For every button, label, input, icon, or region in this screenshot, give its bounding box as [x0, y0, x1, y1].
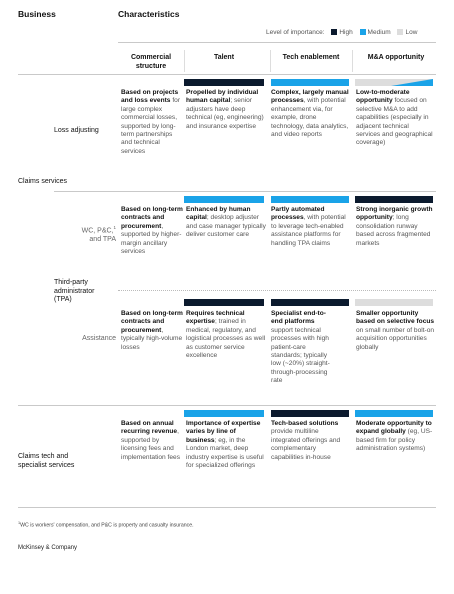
wc-pc-tech-cell: Partly automated processes, with potenti…: [271, 206, 346, 247]
header-rule: [18, 74, 436, 75]
wc-pc-tpa-label: WC, P&C,1 and TPA: [81, 225, 116, 243]
claims-tech-mna-cell: Moderate opportunity to expand globally …: [356, 420, 433, 453]
importance-legend: Level of importance: High Medium Low: [266, 29, 417, 36]
column-divider: [352, 50, 353, 72]
legend-medium-swatch: [359, 29, 366, 35]
brand-name: McKinsey & Company: [18, 545, 78, 551]
claims-services-label: Claims services: [18, 178, 68, 185]
importance-bar-low-medium: [355, 79, 433, 86]
importance-bar-medium: [271, 79, 349, 86]
importance-bar-low: [355, 299, 433, 306]
legend-medium-label: Medium: [367, 29, 391, 36]
wc-pc-commercial-cell: Based on long-term contracts and procure…: [121, 206, 183, 256]
loss-adjusting-mna-cell: Low-to-moderate opportunity focused on s…: [356, 89, 433, 147]
business-header: Business: [18, 9, 56, 19]
assistance-label: Assistance: [82, 335, 116, 342]
importance-bar-medium: [271, 196, 349, 203]
table-bottom-rule: [18, 507, 436, 508]
claims-tech-tech-cell: Tech-based solutions provide multiline i…: [271, 420, 341, 461]
characteristics-header: Characteristics: [118, 9, 180, 19]
row-divider: [54, 191, 436, 192]
importance-bar-high: [271, 410, 349, 417]
assistance-talent-cell: Requires technical expertise; trained in…: [186, 310, 266, 360]
loss-adjusting-label: Loss adjusting: [54, 127, 99, 134]
assistance-mna-cell: Smaller opportunity based on selective f…: [356, 310, 435, 351]
wc-pc-mna-cell: Strong inorganic growth opportunity; lon…: [356, 206, 433, 247]
wc-pc-talent-cell: Enhanced by human capital; desktop adjus…: [186, 206, 266, 239]
legend-title: Level of importance:: [266, 29, 325, 36]
importance-bar-high: [184, 299, 264, 306]
column-header-mna: M&A opportunity: [367, 54, 425, 61]
column-divider: [270, 50, 271, 72]
legend-high-swatch: [331, 29, 338, 35]
importance-bar-medium: [184, 410, 264, 417]
legend-rule: [118, 42, 436, 43]
row-divider: [118, 290, 436, 291]
legend-high-label: High: [339, 29, 353, 36]
importance-bar-high: [355, 196, 433, 203]
row-divider: [18, 405, 436, 406]
loss-adjusting-talent-cell: Propelled by individual human capital; s…: [186, 89, 264, 130]
column-header-talent: Talent: [213, 54, 235, 61]
assistance-tech-cell: Specialist end-to-end platforms support …: [271, 310, 330, 385]
loss-adjusting-commercial-cell: Based on projects and loss events for la…: [121, 89, 181, 155]
legend-low-swatch: [397, 29, 404, 35]
claims-tech-label: Claims tech and specialist services: [18, 453, 75, 469]
importance-bar-medium: [355, 410, 433, 417]
importance-bar-high: [184, 79, 264, 86]
importance-bar-medium: [184, 196, 264, 203]
column-divider: [184, 50, 185, 72]
assistance-commercial-cell: Based on long-term contracts and procure…: [121, 310, 183, 351]
importance-bar-high: [271, 299, 349, 306]
claims-tech-commercial-cell: Based on annual recurring revenue, suppo…: [121, 420, 181, 461]
legend-low-label: Low: [405, 29, 418, 36]
tpa-label: Third-party administrator (TPA): [54, 279, 95, 304]
column-header-commercial: Commercial structure: [130, 54, 172, 70]
footnote: 1WC is workers' compensation, and P&C is…: [18, 521, 194, 529]
claims-tech-talent-cell: Importance of expertise varies by line o…: [186, 420, 264, 470]
loss-adjusting-tech-cell: Complex, largely manual processes, with …: [271, 89, 349, 139]
column-header-tech: Tech enablement: [282, 54, 340, 61]
